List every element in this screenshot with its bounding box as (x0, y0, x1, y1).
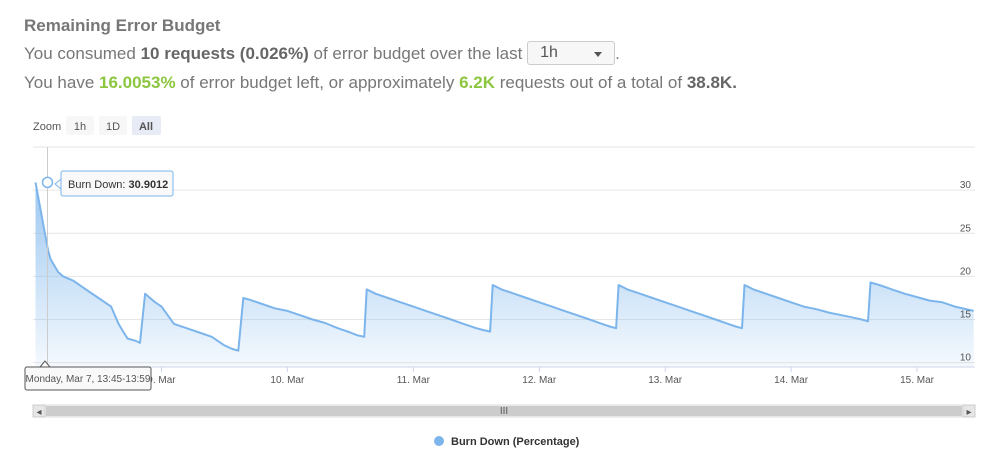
scrollbar-handle-grip: III (500, 406, 508, 417)
scroll-right-button[interactable] (962, 404, 976, 418)
left-middle: of error budget left, or approximately (175, 73, 460, 92)
value-tooltip-series: Burn Down: (68, 179, 129, 191)
y-tick-label: 15 (960, 310, 972, 321)
y-axis-ticks: 10 15 20 25 30 (960, 180, 972, 364)
page-title: Remaining Error Budget (24, 16, 221, 35)
consumed-prefix: You consumed (24, 44, 141, 63)
zoom-button-all-bg (132, 116, 161, 135)
zoom-button-1d[interactable]: 1D (99, 116, 127, 135)
value-tooltip-value: 30.9012 (129, 179, 169, 191)
legend-series-label: Burn Down (Percentage) (451, 436, 580, 448)
x-tick-label: 15. Mar (900, 375, 935, 386)
left-prefix: You have (24, 73, 99, 92)
zoom-button-1d-label: 1D (106, 121, 120, 133)
zoom-button-all-label: All (139, 121, 153, 133)
period-select[interactable]: 1h (527, 40, 616, 65)
value-tooltip-pointer (54, 177, 62, 191)
x-tick-label: 12. Mar (522, 375, 557, 386)
date-tooltip: Monday, Mar 7, 13:45-13:59 (24, 360, 152, 391)
y-tick-label: 25 (960, 223, 972, 234)
burn-down-area (35, 182, 974, 367)
consumed-suffix: of error budget over the last (308, 44, 528, 63)
chart-legend[interactable]: Burn Down (Percentage) (434, 436, 580, 448)
navigator-scrollbar[interactable]: III ◂ ▸ (32, 404, 976, 418)
value-tooltip: Burn Down: 30.9012 (54, 170, 174, 197)
zoom-button-1d-bg (99, 116, 127, 135)
y-tick-label: 20 (960, 266, 972, 277)
zoom-button-all[interactable]: All (132, 116, 161, 135)
hover-point-marker (41, 176, 54, 189)
x-tick-label: 14. Mar (774, 375, 809, 386)
period-end: . (615, 44, 620, 63)
x-axis-ticks: 9. Mar 10. Mar 11. Mar 12. Mar 13. Mar 14. Ma… (147, 367, 935, 386)
left-percent: 16.0053% (99, 73, 176, 92)
period-select-value: 1h (540, 43, 558, 61)
x-tick-label: 9. Mar (147, 375, 176, 386)
legend-series-marker (434, 436, 444, 446)
chevron-down-icon (594, 51, 603, 57)
zoom-button-1h-label: 1h (74, 121, 86, 133)
y-tick-label: 10 (960, 353, 972, 364)
scroll-left-button[interactable] (32, 404, 46, 418)
chevron-right-icon: ▸ (966, 407, 971, 418)
left-total: 38.8K. (686, 73, 737, 92)
x-tick-label: 13. Mar (648, 375, 683, 386)
left-total-text: requests out of a total of (494, 73, 687, 92)
zoom-button-1h[interactable]: 1h (66, 116, 94, 135)
value-tooltip-text: Burn Down: 30.9012 (68, 179, 168, 191)
consumed-value: 10 requests (0.026%) (140, 44, 309, 63)
budget-left-summary: You have 16.0053% of error budget left, … (24, 73, 737, 93)
zoom-button-1h-bg (66, 116, 94, 135)
burn-down-line (34, 182, 974, 352)
scrollbar-thumb[interactable] (46, 406, 962, 416)
chevron-left-icon: ◂ (36, 407, 41, 418)
x-tick-label: 10. Mar (270, 375, 305, 386)
consumed-summary: You consumed 10 requests (0.026%) of err… (24, 40, 620, 65)
y-tick-label: 30 (960, 180, 972, 191)
date-tooltip-box (24, 366, 152, 391)
left-requests: 6.2K (459, 73, 495, 92)
zoom-label: Zoom (33, 121, 61, 133)
x-tick-label: 11. Mar (397, 375, 431, 386)
date-tooltip-text: Monday, Mar 7, 13:45-13:59 (26, 374, 151, 385)
